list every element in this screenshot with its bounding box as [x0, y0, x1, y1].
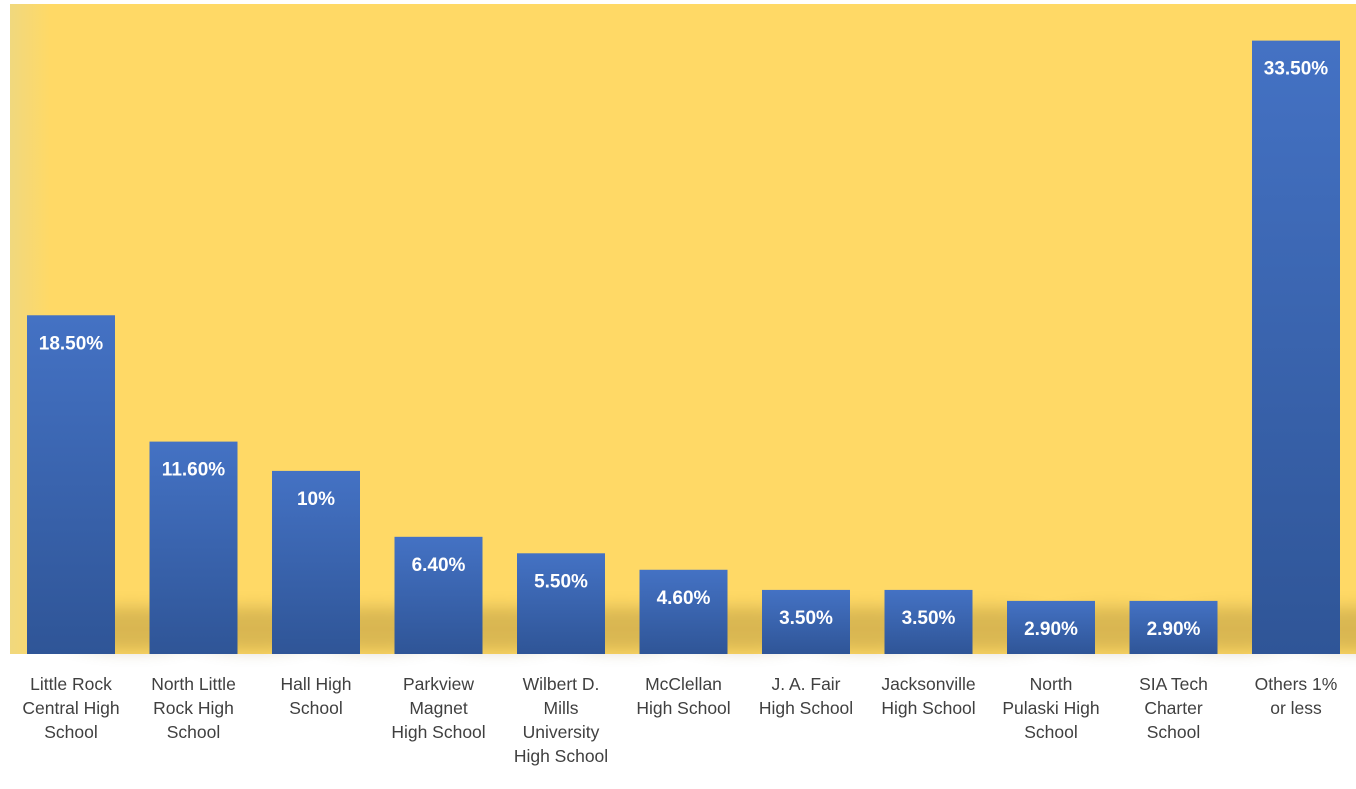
category-label: North Little Rock High School [151, 674, 236, 742]
bar [394, 536, 483, 654]
category-label: J. A. Fair High School [759, 674, 853, 718]
category-label-line: High School [881, 698, 975, 718]
category-label-line: Parkview [403, 674, 474, 694]
category-label-line: School [44, 722, 98, 742]
bar [762, 589, 850, 654]
category-label: McClellan High School [636, 674, 730, 718]
bar [517, 553, 605, 654]
category-label: Parkview Magnet High School [391, 674, 485, 742]
data-label: 18.50% [39, 333, 104, 354]
category-label-line: North Little [151, 674, 236, 694]
bars-group [27, 40, 1340, 655]
bar [27, 315, 115, 654]
category-label-line: High School [514, 746, 608, 766]
category-label-line: Central High [22, 698, 119, 718]
data-label: 3.50% [779, 608, 833, 629]
data-label: 4.60% [657, 588, 711, 609]
category-label-line: Charter [1144, 698, 1203, 718]
category-label: Wilbert D. Mills University High School [514, 674, 608, 766]
category-label-line: North [1030, 674, 1073, 694]
category-label: Others 1% or less [1255, 674, 1338, 718]
category-label-line: University [523, 722, 600, 742]
data-label: 11.60% [162, 460, 225, 481]
category-label-line: Wilbert D. [523, 674, 600, 694]
category-label-line: Jacksonville [881, 674, 975, 694]
data-label: 10% [297, 489, 335, 510]
category-label-line: Rock High [153, 698, 234, 718]
data-labels-group: 18.50% 11.60% 10% 6.40% 5.50% 4.60% 3.50% 3.50%… [39, 59, 1329, 640]
data-label: 5.50% [534, 571, 588, 592]
category-label: Jacksonville High School [881, 674, 975, 718]
category-label-line: SIA Tech [1139, 674, 1208, 694]
bar [639, 569, 728, 654]
data-label: 3.50% [902, 608, 956, 629]
bar [1129, 600, 1218, 654]
category-label-line: Pulaski High [1002, 698, 1099, 718]
data-label: 2.90% [1147, 619, 1201, 640]
data-label: 2.90% [1024, 619, 1078, 640]
category-label-line: School [1024, 722, 1078, 742]
category-label-line: School [167, 722, 221, 742]
data-label: 6.40% [412, 555, 466, 576]
category-label-line: Magnet [409, 698, 468, 718]
category-label: Little Rock Central High School [22, 674, 119, 742]
category-label-line: High School [636, 698, 730, 718]
category-label-line: J. A. Fair [771, 674, 840, 694]
bar [149, 441, 238, 654]
bar [884, 589, 973, 654]
category-label-line: School [1147, 722, 1201, 742]
category-label: SIA Tech Charter School [1139, 674, 1208, 742]
category-label-line: Little Rock [30, 674, 112, 694]
bar [1252, 40, 1340, 655]
category-label-line: or less [1270, 698, 1322, 718]
category-label-line: High School [391, 722, 485, 742]
bar [1007, 600, 1095, 654]
category-label-line: McClellan [645, 674, 722, 694]
category-label: Hall High School [281, 674, 352, 718]
category-label-line: Mills [544, 698, 579, 718]
category-label-line: Hall High [281, 674, 352, 694]
category-label: North Pulaski High School [1002, 674, 1099, 742]
category-label-line: High School [759, 698, 853, 718]
category-label-line: Others 1% [1255, 674, 1338, 694]
data-label: 33.50% [1264, 59, 1329, 80]
category-label-line: School [289, 698, 343, 718]
bar [272, 470, 360, 654]
